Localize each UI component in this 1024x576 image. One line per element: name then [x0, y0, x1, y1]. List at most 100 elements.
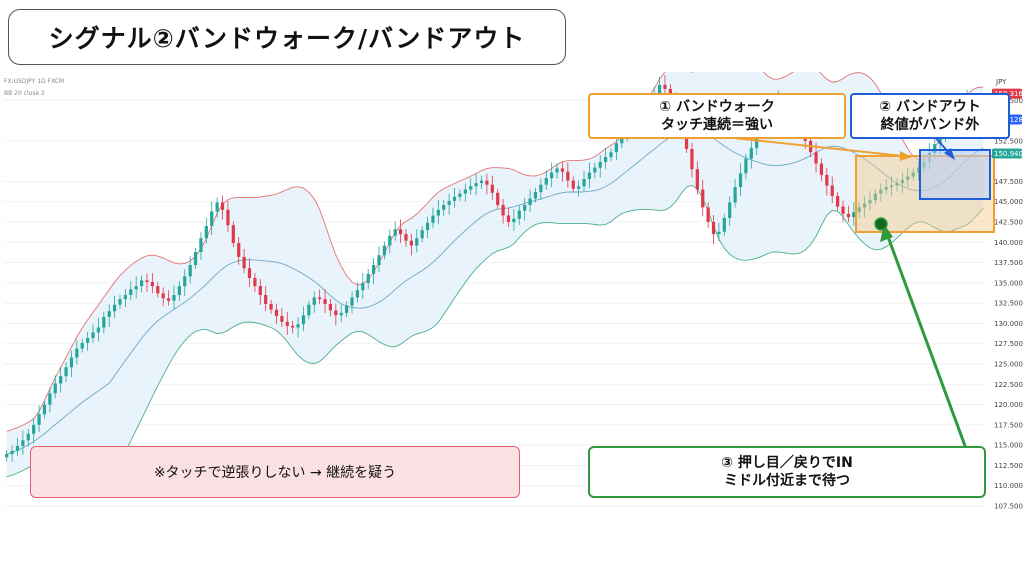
- candle-body: [91, 332, 95, 339]
- candle-body: [231, 225, 235, 244]
- candle-body: [161, 293, 165, 299]
- candle-body: [582, 178, 586, 187]
- candle-body: [485, 180, 489, 185]
- y-tick-label: 127.500: [994, 340, 1023, 348]
- candle-body: [26, 433, 30, 441]
- symbol-legend: FX:USDJPY 1D FXCM: [4, 78, 65, 85]
- entry-point-marker: [874, 217, 888, 231]
- candle-body: [366, 273, 370, 283]
- candle-body: [156, 286, 160, 294]
- candle-body: [382, 245, 387, 256]
- price-tag-label: 150.940: [994, 150, 1023, 158]
- candle-body: [690, 148, 694, 170]
- candle-body: [188, 265, 192, 277]
- candle-body: [587, 172, 592, 179]
- y-tick-label: 145.000: [994, 198, 1023, 206]
- candle-body: [86, 338, 90, 343]
- candle-body: [425, 222, 430, 231]
- candle-body: [895, 183, 899, 186]
- warning-callout: ※タッチで逆張りしない → 継続を疑う: [30, 446, 520, 498]
- candle-body: [150, 282, 154, 287]
- candle-body: [409, 240, 413, 246]
- candle-body: [830, 185, 834, 197]
- y-tick-label: 107.500: [994, 503, 1023, 511]
- indicator-legend: BB 20 close 2: [4, 90, 45, 97]
- candle-body: [852, 212, 856, 218]
- candle-body: [469, 186, 473, 190]
- candle-body: [307, 304, 311, 316]
- candle-body: [377, 255, 381, 266]
- candle-body: [296, 324, 300, 328]
- candle-body: [933, 144, 937, 154]
- candle-body: [253, 277, 257, 287]
- candle-body: [571, 180, 575, 189]
- candle-body: [436, 209, 440, 216]
- band-out-callout: ② バンドアウト 終値がバンド外: [850, 93, 1010, 139]
- y-tick-label: 137.500: [994, 259, 1023, 267]
- y-tick-label: 130.000: [994, 320, 1023, 328]
- candle-body: [533, 191, 538, 199]
- candle-body: [350, 297, 354, 306]
- candle-body: [544, 178, 548, 185]
- candle-body: [879, 189, 883, 194]
- pullback-text: ミドル付近まで待つ: [724, 473, 850, 489]
- page-title: シグナル②バンドウォーク/バンドアウト: [8, 9, 566, 65]
- upper-band-line: [6, 72, 984, 432]
- candle-body: [814, 152, 818, 164]
- candle-body: [911, 172, 915, 177]
- candle-body: [463, 189, 467, 194]
- candle-body: [274, 309, 279, 317]
- candle-body: [118, 299, 122, 305]
- candle-body: [684, 130, 689, 149]
- candle-body: [172, 295, 176, 301]
- y-tick-label: 142.500: [994, 219, 1023, 227]
- candle-body: [733, 187, 737, 203]
- candle-body: [193, 252, 198, 266]
- candle-body: [139, 280, 144, 287]
- candle-body: [825, 174, 829, 186]
- y-tick-label: 117.500: [994, 421, 1023, 429]
- candle-body: [479, 180, 484, 184]
- pullback-callout: ③ 押し目／戻りでIN ミドル付近まで待つ: [588, 446, 986, 498]
- orange-arrow: [714, 135, 904, 157]
- candle-body: [722, 217, 726, 232]
- candle-body: [447, 200, 451, 205]
- candle-body: [868, 200, 872, 204]
- candle-body: [134, 286, 138, 290]
- y-tick-label: 140.000: [994, 239, 1023, 247]
- candle-body: [906, 176, 910, 180]
- candle-body: [285, 321, 289, 326]
- candle-body: [528, 198, 532, 205]
- candle-body: [210, 211, 214, 227]
- y-tick-label: 110.000: [994, 482, 1023, 490]
- candle-body: [577, 186, 581, 189]
- y-tick-label: 120.000: [994, 401, 1023, 409]
- candle-body: [398, 229, 403, 235]
- candle-body: [107, 311, 111, 317]
- candle-body: [836, 196, 840, 207]
- candle-body: [517, 210, 521, 219]
- candle-body: [183, 276, 187, 287]
- blue-arrowhead: [944, 148, 955, 160]
- candle-body: [5, 454, 9, 458]
- candle-body: [32, 424, 36, 434]
- price-tag-bg: [992, 148, 1022, 159]
- candle-body: [102, 316, 106, 328]
- candle-body: [593, 167, 597, 173]
- candle-body: [318, 297, 322, 300]
- candle-body: [717, 231, 721, 235]
- candle-body: [415, 238, 419, 246]
- candle-body: [75, 348, 79, 358]
- candle-body: [388, 235, 392, 246]
- candle-body: [280, 316, 284, 322]
- candle-body: [37, 414, 41, 425]
- candle-body: [819, 163, 824, 175]
- candle-body: [566, 171, 570, 181]
- candle-body: [334, 310, 338, 316]
- candle-body: [371, 265, 376, 274]
- candle-body: [501, 204, 505, 216]
- candle-body: [614, 143, 619, 153]
- candlestick-chart: 107.500 110.000 112.500 115.000 117.500 120.0…: [4, 72, 1023, 511]
- candle-body: [96, 327, 101, 333]
- candle-body: [59, 376, 63, 384]
